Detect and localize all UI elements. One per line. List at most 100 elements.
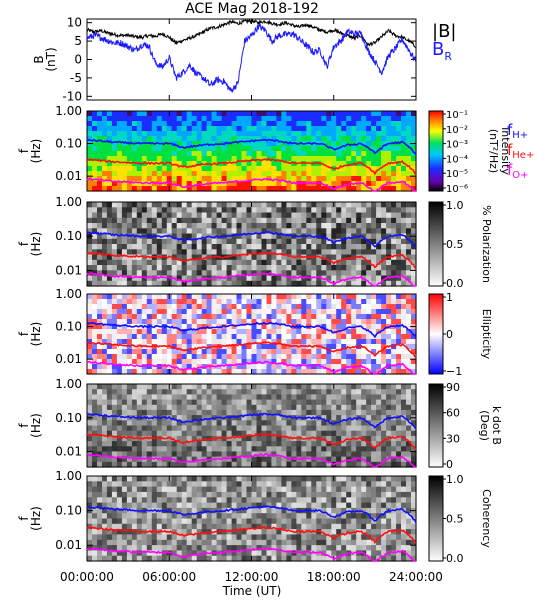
spectrogram-cell [166,161,173,167]
spectrogram-cell [146,425,153,432]
spectrogram-cell [176,420,183,427]
spectrogram-cell [246,461,253,468]
spectrogram-cell [331,126,337,132]
spectrogram-cell [311,334,317,340]
spectrogram-cell [286,324,292,330]
spectrogram-cell [156,319,163,325]
spectrogram-cell [176,141,183,147]
spectrogram-cell [156,555,163,562]
spectrogram-cell [226,161,233,167]
spectrogram-cell [326,389,332,395]
spectrogram-cell [116,334,123,340]
spectrogram-cell [97,534,103,541]
spectrogram-cell [356,136,362,142]
spectrogram-cell [301,420,307,427]
spectrogram-cell [226,176,233,182]
spectrogram-cell [256,329,263,335]
spectrogram-cell [386,435,392,442]
spectrogram-cell [331,339,337,345]
spectrogram-cell [231,456,238,463]
spectrogram-cell [166,491,173,498]
spectrogram-cell [371,314,377,320]
spectrogram-cell [411,259,417,266]
spectrogram-cell [151,481,158,488]
spectrogram-cell [156,394,163,401]
spectrogram-cell [401,116,407,122]
spectrogram-cell [146,389,153,395]
spectrogram-cell [151,513,158,520]
spectrogram-cell [256,111,263,117]
spectrogram-cell [106,116,113,122]
spectrogram-cell [366,207,372,214]
spectrogram-cell [171,299,178,305]
spectrogram-cell [141,539,148,546]
spectrogram-cell [316,244,322,250]
spectrogram-cell [246,334,253,340]
spectrogram-cell [306,441,312,447]
spectrogram-cell [216,359,223,365]
spectrogram-cell [136,280,143,287]
spectrogram-cell [186,141,193,147]
spectrogram-cell [181,280,188,287]
spectrogram-cell [246,244,253,250]
spectrogram-cell [291,461,297,468]
spectrogram-cell [111,176,118,182]
spectrogram-cell [246,176,253,182]
spectrogram-cell [356,131,362,137]
spectrogram-cell [241,486,248,493]
spectrogram-cell [316,349,322,355]
spectrogram-cell [141,481,148,488]
spectrogram-cell [286,409,292,416]
spectrogram-cell [131,319,138,325]
spectrogram-cell [87,299,93,305]
spectrogram-cell [246,131,253,137]
spectrogram-cell [246,555,253,562]
spectrogram-cell [276,364,282,370]
spectrogram-cell [121,529,128,535]
spectrogram-cell [251,294,258,300]
spectrogram-cell [196,399,203,406]
spectrogram-cell [141,207,148,214]
spectrogram-cell [281,334,287,340]
spectrogram-cell [206,146,213,152]
spectrogram-cell [281,329,287,335]
spectrogram-cell [221,146,228,152]
spectrogram-cell [376,136,382,142]
spectrogram-cell [361,131,367,137]
spectrogram-cell [256,217,263,224]
spectrogram-cell [131,461,138,468]
spectrogram-cell [336,334,342,340]
spectrogram-cell [102,304,108,310]
spectrogram-cell [291,409,297,416]
spectrogram-cell [231,259,238,266]
spectrogram-cell [146,314,153,320]
spectrogram-cell [206,319,213,325]
spectrogram-cell [191,116,198,122]
spectrogram-cell [396,364,402,370]
spectrogram-cell [266,476,273,482]
spectrogram-cell [191,121,198,127]
spectrogram-cell [301,446,307,453]
spectrogram-cell [236,476,243,482]
spectrogram-cell [381,399,387,406]
spectrogram-cell [166,523,173,530]
spectrogram-cell [261,319,268,325]
spectrogram-cell [141,399,148,406]
spectrogram-cell [256,399,263,406]
spectrogram-cell [301,425,307,432]
spectrogram-cell [276,265,282,271]
spectrogram-cell [326,394,332,401]
spectrogram-cell [136,156,143,162]
spectrogram-cell [136,461,143,468]
spectrogram-cell [261,529,268,535]
spectrogram-cell [366,314,372,320]
spectrogram-cell [106,212,113,219]
spectrogram-cell [246,161,253,167]
spectrogram-cell [366,304,372,310]
spectrogram-cell [281,151,287,157]
spectrogram-cell [171,513,178,520]
spectrogram-cell [341,233,347,240]
spectrogram-cell [286,394,292,401]
spectrogram-cell [191,324,198,330]
spectrogram-cell [321,259,327,266]
